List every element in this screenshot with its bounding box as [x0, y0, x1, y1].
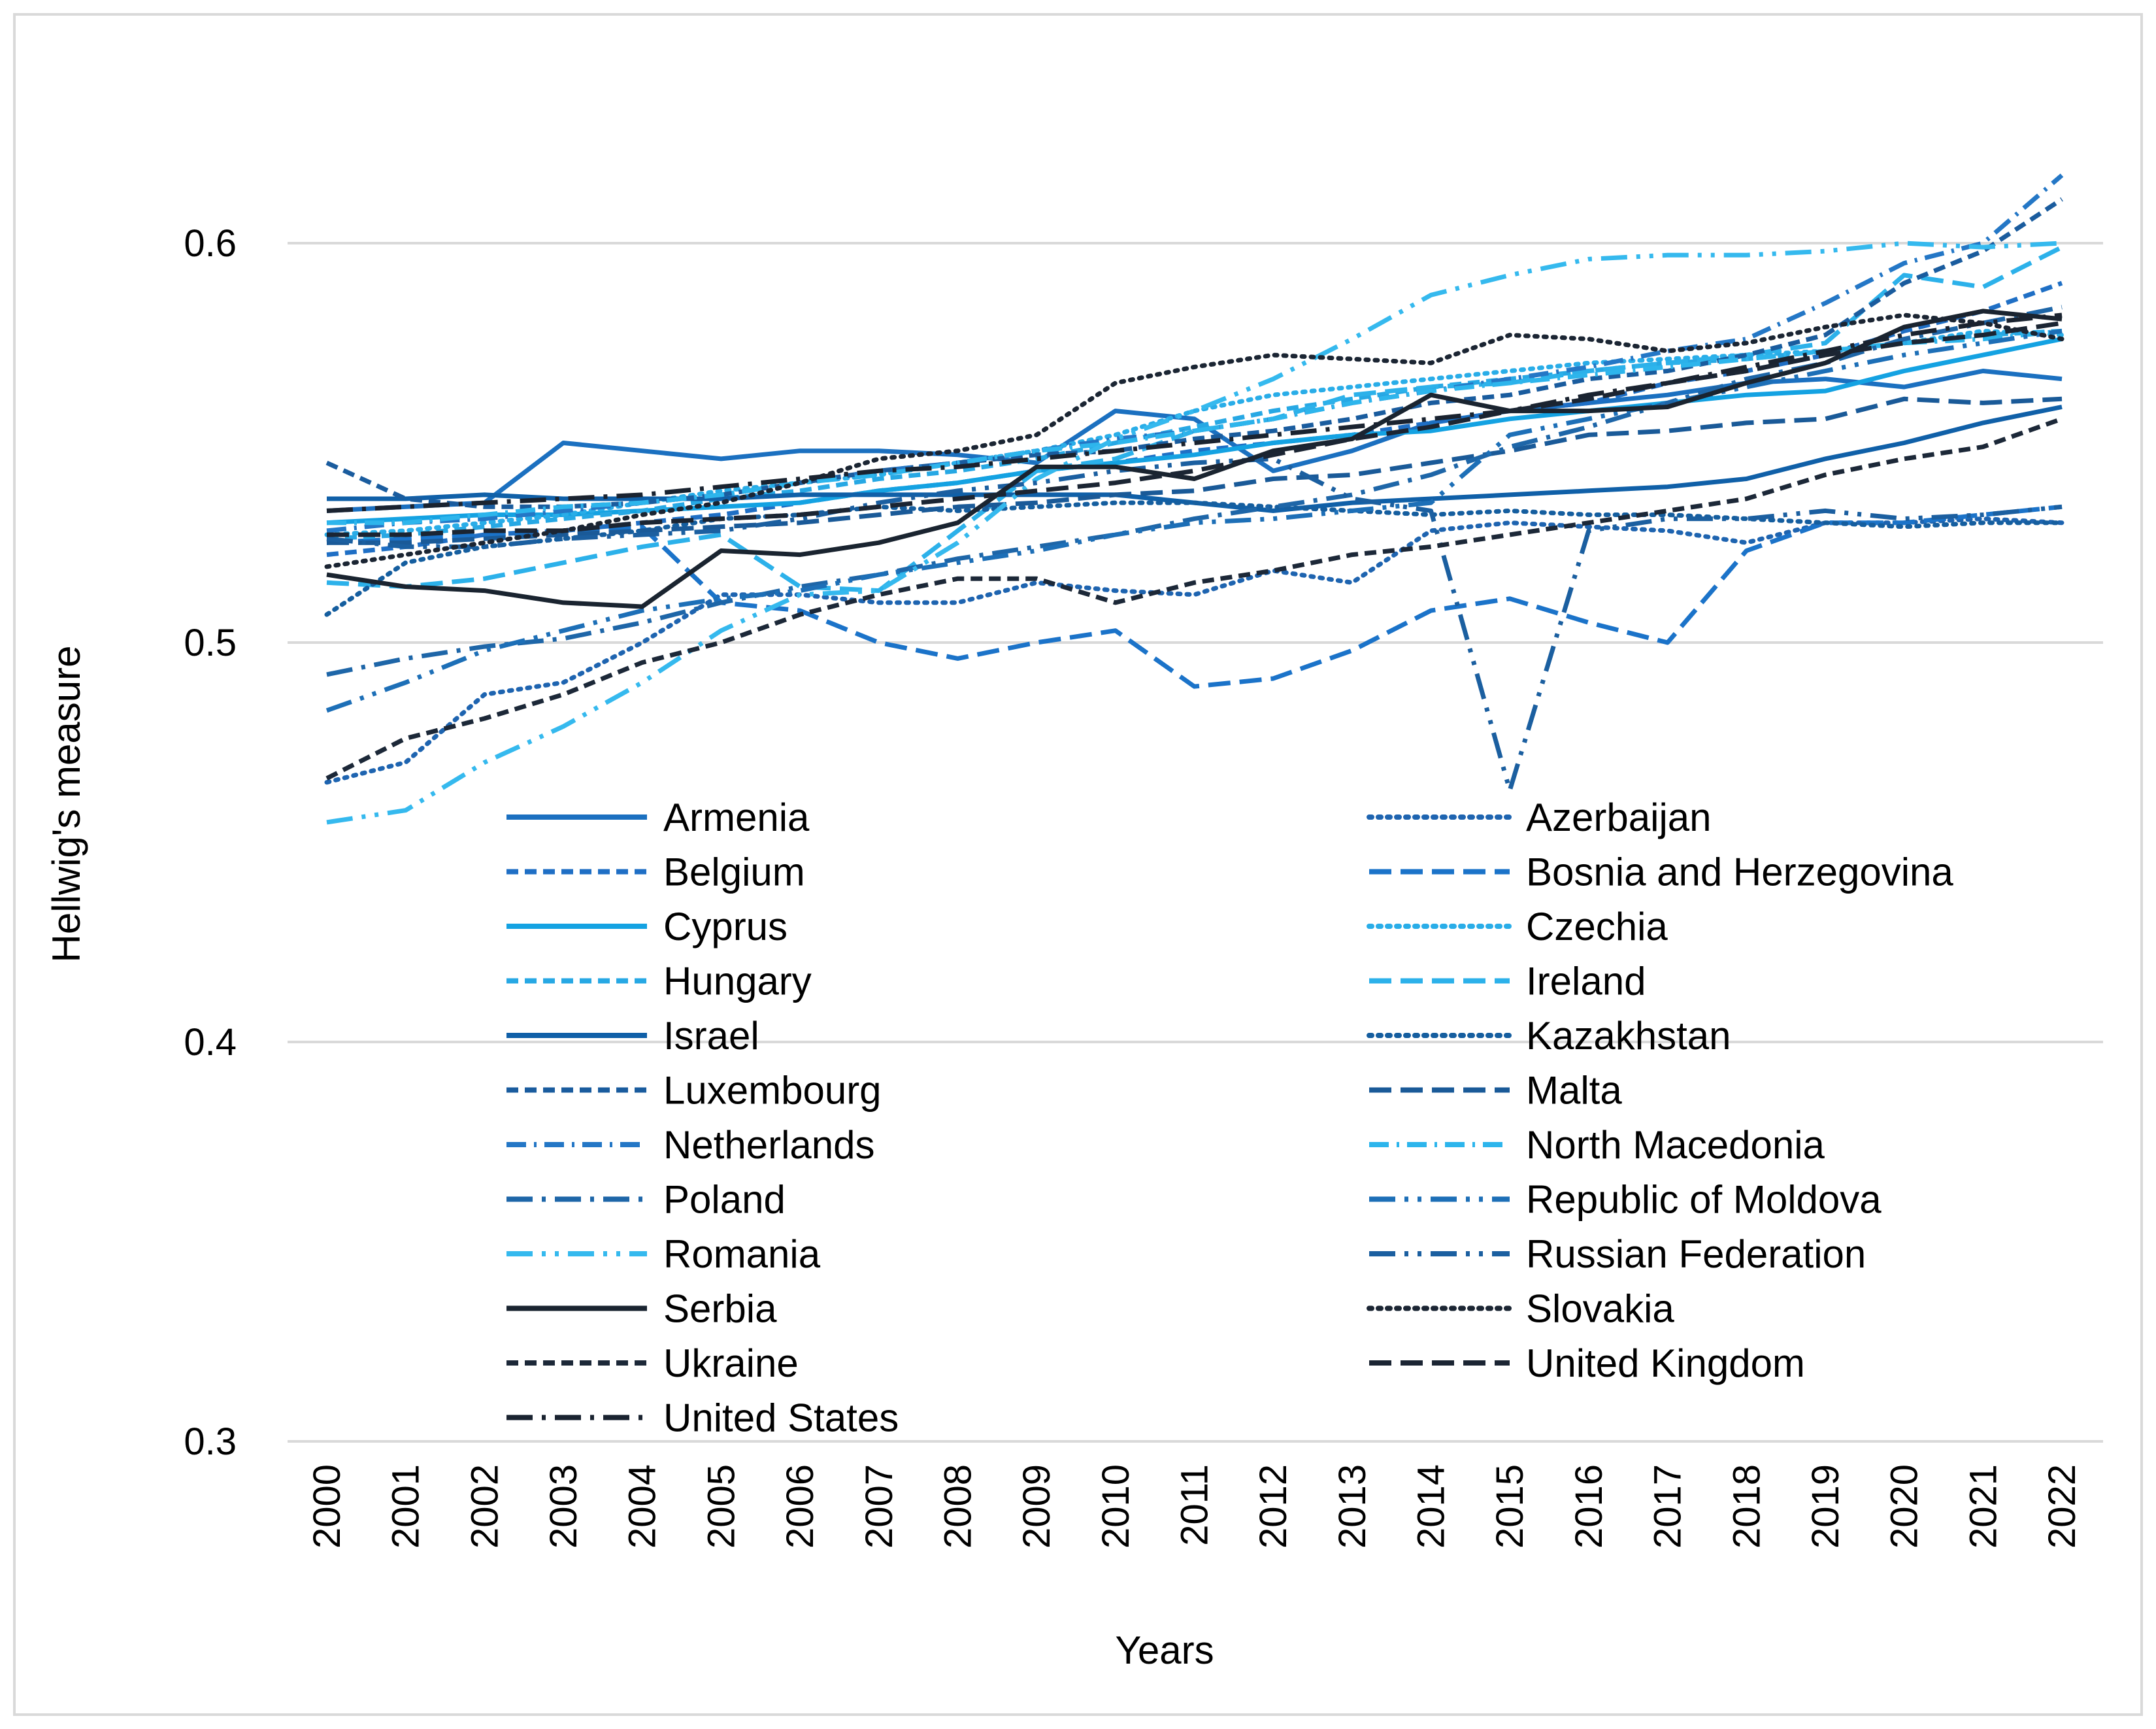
legend-label: Poland: [663, 1178, 786, 1222]
x-tick-label: 2004: [622, 1464, 664, 1549]
series-line-slovakia: [324, 312, 2065, 569]
x-tick-label: 2007: [858, 1464, 901, 1549]
x-axis-ticks: 2000 2001 2002 2003 2004 2005 2006 2007 2008 2009…: [306, 1464, 2083, 1549]
x-tick-label: 2016: [1568, 1464, 1610, 1549]
series-line-malta: [327, 396, 2063, 545]
legend: Armenia Azerbaijan Belgium Bosnia and Herze…: [506, 796, 1953, 1440]
x-tick-label: 2002: [463, 1464, 506, 1549]
series-line-poland: [326, 305, 2063, 677]
chart-border: [13, 13, 2143, 1716]
series-line-united-states: [326, 312, 2063, 513]
series-line-serbia: [326, 309, 2063, 609]
legend-label: Hungary: [663, 960, 812, 1003]
x-tick-label: 2017: [1647, 1464, 1689, 1549]
x-tick-label: 2021: [1962, 1464, 2004, 1549]
x-tick-label: 2008: [937, 1464, 979, 1549]
legend-label: Ukraine: [663, 1341, 799, 1385]
legend-label: Russian Federation: [1526, 1232, 1866, 1276]
x-tick-label: 2020: [1883, 1464, 1926, 1549]
legend-label: United States: [663, 1396, 899, 1440]
series-line-luxembourg: [325, 197, 2063, 509]
x-tick-label: 2011: [1174, 1464, 1216, 1546]
legend-label: Luxembourg: [663, 1069, 882, 1113]
series-lines: [324, 173, 2065, 825]
y-tick-label: 0.3: [184, 1420, 237, 1463]
series-line-russian-federation: [326, 456, 2063, 793]
gridlines: [288, 242, 2103, 1443]
legend-label: Malta: [1526, 1069, 1622, 1113]
x-tick-label: 2001: [385, 1464, 427, 1549]
legend-label: Ireland: [1526, 960, 1646, 1003]
legend-label: Kazakhstan: [1526, 1014, 1731, 1058]
x-tick-label: 2003: [542, 1464, 585, 1549]
x-tick-label: 2005: [700, 1464, 742, 1549]
legend-label: Romania: [663, 1232, 821, 1276]
x-axis-title: Years: [1115, 1628, 1214, 1672]
legend-label: Azerbaijan: [1526, 796, 1712, 839]
legend-label: Slovakia: [1526, 1287, 1674, 1331]
series-line-cyprus: [326, 337, 2063, 526]
series-line-armenia: [326, 369, 2063, 513]
y-tick-label: 0.4: [184, 1021, 237, 1064]
legend-label: Belgium: [663, 850, 805, 894]
x-tick-label: 2006: [779, 1464, 821, 1549]
x-tick-label: 2014: [1410, 1464, 1453, 1549]
y-tick-label: 0.6: [184, 222, 237, 265]
series-line-ireland: [326, 244, 2063, 594]
y-axis-title: Hellwig's measure: [44, 646, 88, 963]
series-line-bosnia-and-herzegovina: [326, 504, 2063, 689]
legend-label: North Macedonia: [1526, 1123, 1825, 1167]
legend-label: Bosnia and Herzegovina: [1526, 850, 1953, 894]
x-tick-label: 2013: [1331, 1464, 1374, 1549]
legend-label: Republic of Moldova: [1526, 1178, 1882, 1222]
x-tick-label: 2010: [1095, 1464, 1137, 1549]
y-tick-label: 0.5: [184, 622, 237, 664]
x-tick-label: 2012: [1252, 1464, 1295, 1549]
y-axis-ticks: 0.3 0.4 0.5 0.6: [184, 222, 237, 1463]
x-tick-label: 2009: [1016, 1464, 1058, 1549]
series-line-united-kingdom: [327, 320, 2063, 537]
legend-label: Serbia: [663, 1287, 777, 1331]
x-tick-label: 2015: [1489, 1464, 1531, 1549]
legend-label: Israel: [663, 1014, 759, 1058]
series-line-azerbaijan: [324, 516, 2065, 785]
x-tick-label: 2019: [1804, 1464, 1847, 1549]
legend-label: Armenia: [663, 796, 810, 839]
legend-label: Cyprus: [663, 905, 788, 948]
x-tick-label: 2022: [2041, 1464, 2083, 1549]
legend-label: Czechia: [1526, 905, 1668, 948]
series-line-czechia: [324, 328, 2065, 537]
x-tick-label: 2000: [306, 1464, 348, 1549]
series-line-ukraine: [325, 416, 2063, 781]
series-line-romania: [326, 241, 2063, 825]
series-line-north-macedonia: [327, 328, 2063, 526]
series-line-kazakhstan: [324, 500, 2065, 617]
x-tick-label: 2018: [1725, 1464, 1768, 1549]
legend-label: United Kingdom: [1526, 1341, 1805, 1385]
legend-label: Netherlands: [663, 1123, 875, 1167]
